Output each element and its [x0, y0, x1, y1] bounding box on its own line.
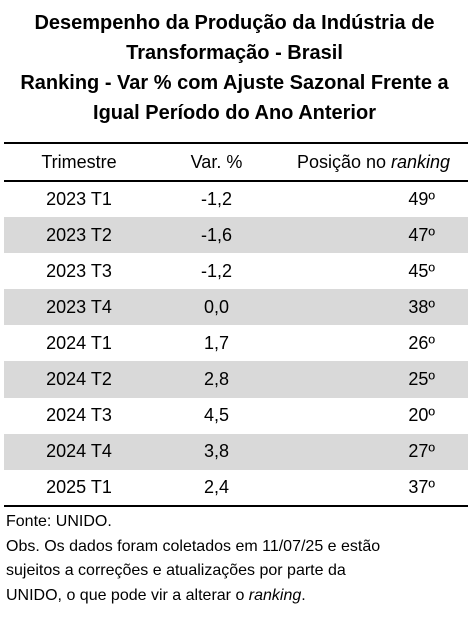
cell-var: 0,0	[154, 289, 279, 326]
table-header-row: Trimestre Var. % Posição no ranking	[4, 142, 468, 182]
title-line-4: Igual Período do Ano Anterior	[93, 102, 376, 124]
cell-trimestre: 2023 T4	[4, 289, 154, 326]
header-trimestre: Trimestre	[4, 142, 154, 182]
title-line-1: Desempenho da Produção da Indústria de	[34, 12, 435, 34]
footnotes: Fonte: UNIDO. Obs. Os dados foram coleta…	[6, 510, 466, 608]
obs-line-3-suffix: .	[301, 586, 306, 604]
cell-trimestre: 2023 T3	[46, 260, 112, 281]
table-row: 2023 T3 -1,2 45º	[4, 253, 468, 289]
table-row: 2023 T2 -1,6 47º	[4, 217, 468, 254]
cell-posicao: 45º	[408, 260, 435, 281]
cell-trimestre: 2023 T1	[46, 189, 112, 210]
cell-posicao: 20º	[408, 405, 435, 426]
ranking-table: Trimestre Var. % Posição no ranking 2023…	[4, 142, 468, 507]
obs-line-3-prefix: UNIDO, o que pode vir a alterar o	[6, 586, 249, 604]
table-row: 2023 T4 0,0 38º	[4, 289, 468, 326]
table-title: Desempenho da Produção da Indústria de T…	[0, 8, 469, 128]
header-posicao-prefix: Posição no	[296, 151, 391, 172]
table-row: 2025 T1 2,4 37º	[4, 469, 468, 507]
source-note: Fonte: UNIDO.	[6, 513, 112, 530]
header-posicao: Posição no ranking	[279, 142, 468, 182]
cell-trimestre: 2024 T2	[4, 361, 154, 398]
cell-var: 1,7	[203, 332, 230, 353]
obs-line-3-italic: ranking	[248, 586, 302, 604]
obs-note: Obs. Os dados foram coletados em 11/07/2…	[6, 535, 466, 609]
cell-var: 4,5	[203, 405, 230, 426]
header-posicao-italic: ranking	[391, 151, 451, 172]
obs-line-2: sujeitos a correções e atualizações por …	[6, 562, 346, 579]
cell-posicao: 49º	[408, 189, 435, 210]
cell-posicao: 25º	[279, 361, 468, 398]
cell-var: 3,8	[154, 433, 279, 470]
cell-trimestre: 2024 T3	[46, 405, 112, 426]
cell-posicao: 38º	[279, 289, 468, 326]
cell-var: -1,6	[154, 217, 279, 254]
ranking-table-container: Trimestre Var. % Posição no ranking 2023…	[4, 142, 468, 507]
cell-var: 2,8	[154, 361, 279, 398]
title-line-3: Ranking - Var % com Ajuste Sazonal Frent…	[20, 72, 449, 94]
table-row: 2024 T2 2,8 25º	[4, 361, 468, 398]
cell-trimestre: 2024 T1	[46, 332, 112, 353]
obs-line-1: Obs. Os dados foram coletados em 11/07/2…	[6, 537, 381, 555]
table-body: 2023 T1 -1,2 49º 2023 T2 -1,6 47º 2023 T3 -1,2 4…	[4, 181, 468, 507]
cell-var: -1,2	[200, 189, 233, 210]
table-row: 2024 T1 1,7 26º	[4, 325, 468, 361]
cell-trimestre: 2023 T2	[4, 217, 154, 254]
cell-trimestre: 2025 T1	[4, 469, 154, 507]
header-var: Var. %	[154, 142, 279, 182]
table-row: 2023 T1 -1,2 49º	[4, 181, 468, 217]
cell-posicao: 37º	[279, 469, 468, 507]
table-row: 2024 T3 4,5 20º	[4, 398, 468, 434]
cell-posicao: 27º	[279, 433, 468, 470]
cell-var: -1,2	[200, 260, 233, 281]
cell-var: 2,4	[154, 469, 279, 507]
cell-trimestre: 2024 T4	[4, 433, 154, 470]
title-line-2: Transformação - Brasil	[126, 42, 343, 64]
cell-posicao: 47º	[279, 217, 468, 254]
cell-posicao: 26º	[408, 332, 435, 353]
table-row: 2024 T4 3,8 27º	[4, 433, 468, 470]
